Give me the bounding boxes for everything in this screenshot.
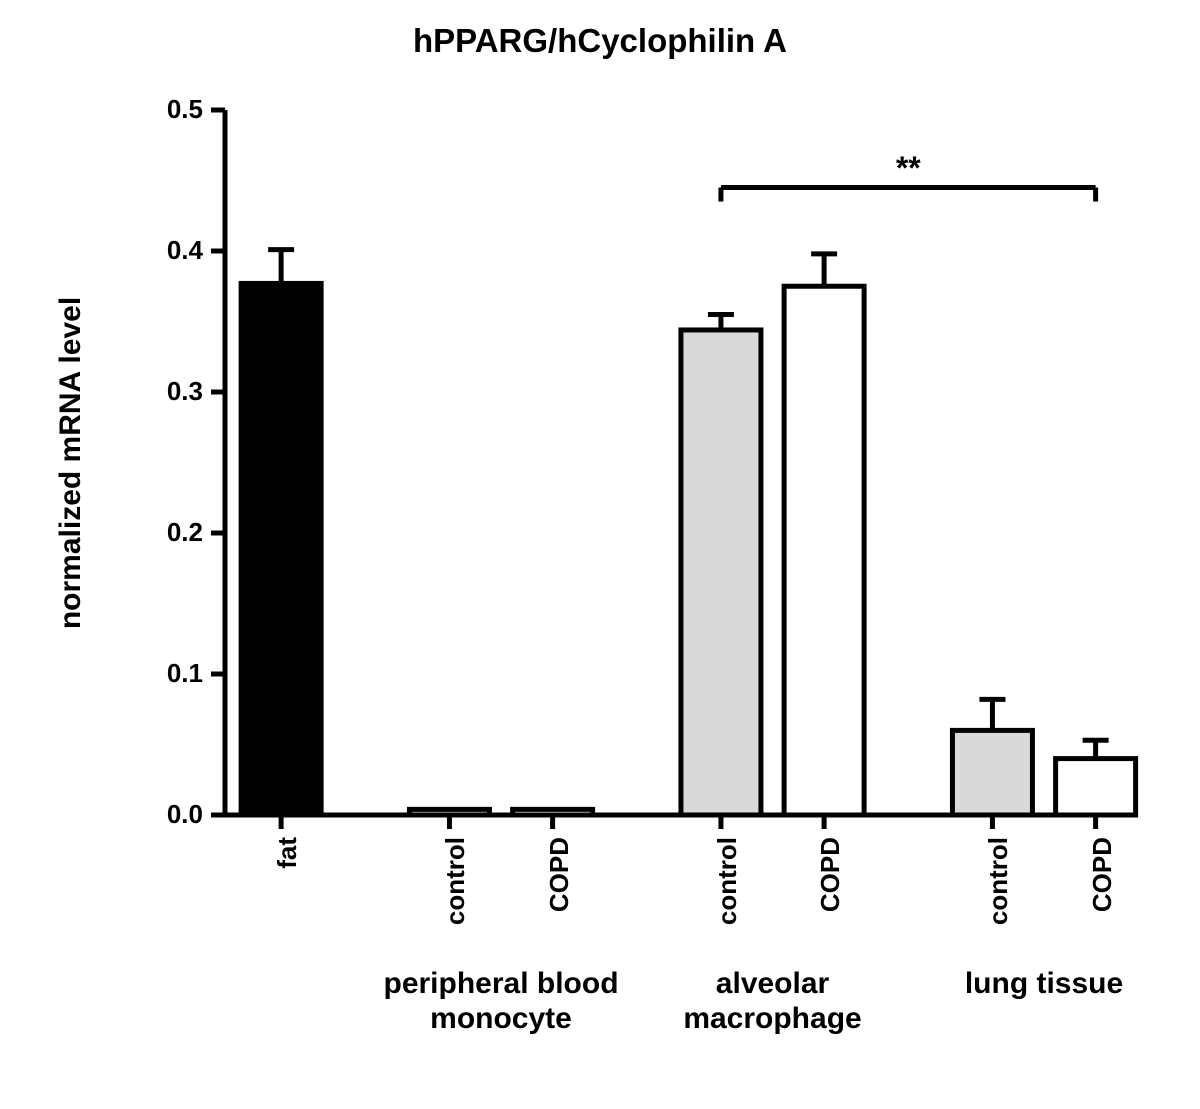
group-label-pbm: peripheral bloodmonocyte <box>351 967 651 1036</box>
bar-fat <box>241 283 321 815</box>
x-tick-label-pbm-control: control <box>440 837 471 925</box>
y-tick-label: 0.1 <box>133 658 203 689</box>
bar-am-control <box>681 330 761 815</box>
y-tick-label: 0.4 <box>133 235 203 266</box>
chart-title: hPPARG/hCyclophilin A <box>0 22 1200 60</box>
bar-pbm-copd <box>513 809 593 815</box>
x-tick-label-pbm-copd: COPD <box>544 837 575 912</box>
x-tick-label-lt-copd: COPD <box>1087 837 1118 912</box>
bar-am-copd <box>784 286 864 815</box>
y-axis-label: normalized mRNA level <box>54 296 88 628</box>
x-tick-label-am-control: control <box>712 837 743 925</box>
significance-label: ** <box>878 150 938 187</box>
bar-lt-control <box>952 730 1032 815</box>
x-tick-label-fat: fat <box>272 837 303 869</box>
y-tick-label: 0.3 <box>133 376 203 407</box>
chart-container: hPPARG/hCyclophilin A normalized mRNA le… <box>0 0 1200 1109</box>
y-tick-label: 0.2 <box>133 517 203 548</box>
group-label-lt: lung tissue <box>894 967 1194 1002</box>
y-tick-label: 0.0 <box>133 799 203 830</box>
bar-pbm-control <box>409 809 489 815</box>
x-tick-label-lt-control: control <box>983 837 1014 925</box>
y-tick-label: 0.5 <box>133 94 203 125</box>
plot-svg <box>225 110 1130 815</box>
group-label-am: alveolarmacrophage <box>623 967 923 1036</box>
bar-lt-copd <box>1056 759 1136 815</box>
x-tick-label-am-copd: COPD <box>815 837 846 912</box>
plot-area <box>225 110 1130 815</box>
